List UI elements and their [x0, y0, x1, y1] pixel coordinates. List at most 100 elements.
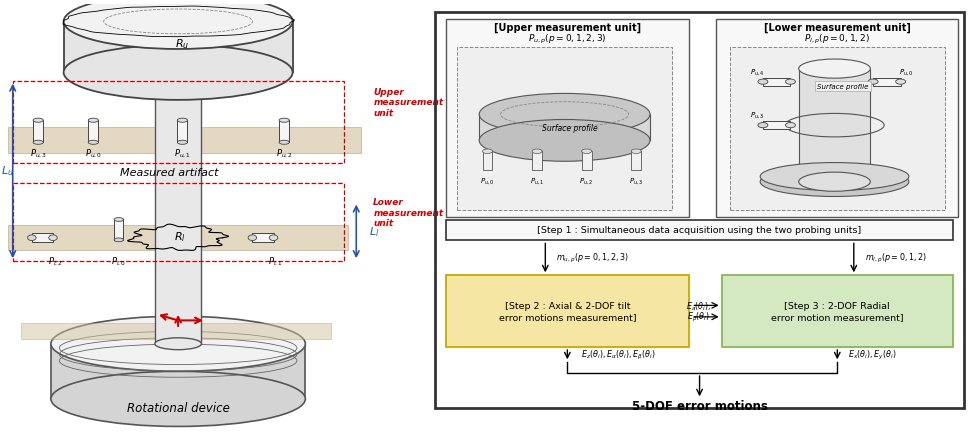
Ellipse shape	[758, 123, 768, 128]
Text: [Step 1 : Simultaneous data acquisition using the two probing units]: [Step 1 : Simultaneous data acquisition …	[537, 226, 862, 235]
Text: $R_u$: $R_u$	[176, 36, 189, 50]
Text: $L_u$: $L_u$	[1, 164, 14, 178]
Text: $R_l$: $R_l$	[175, 230, 186, 244]
Ellipse shape	[177, 119, 187, 123]
Text: [Step 2 : Axial & 2-DOF tilt
error motions measurement]: [Step 2 : Axial & 2-DOF tilt error motio…	[498, 302, 636, 321]
Ellipse shape	[758, 80, 768, 85]
Text: $P_{u,1}$: $P_{u,1}$	[174, 147, 191, 159]
Ellipse shape	[760, 168, 909, 197]
Bar	[279, 121, 290, 143]
Bar	[32, 234, 53, 242]
Ellipse shape	[88, 119, 98, 123]
FancyBboxPatch shape	[722, 276, 953, 347]
Ellipse shape	[49, 235, 58, 241]
Ellipse shape	[799, 60, 871, 79]
FancyBboxPatch shape	[447, 220, 953, 241]
Polygon shape	[480, 115, 650, 141]
Ellipse shape	[27, 235, 36, 241]
Text: $P_{l,2}$: $P_{l,2}$	[48, 255, 62, 267]
Ellipse shape	[63, 46, 292, 101]
Text: $P_{u,3}$: $P_{u,3}$	[750, 110, 764, 120]
Polygon shape	[9, 226, 348, 251]
Text: $m_{l,p}(p=0,1,2)$: $m_{l,p}(p=0,1,2)$	[865, 252, 926, 265]
Ellipse shape	[480, 94, 650, 136]
Text: Surface profile: Surface profile	[817, 84, 869, 90]
Text: [Lower measurement unit]: [Lower measurement unit]	[763, 23, 911, 33]
Ellipse shape	[582, 150, 592, 154]
Text: $L_l$: $L_l$	[369, 225, 379, 239]
Ellipse shape	[279, 119, 290, 123]
Text: $P_{u,p}(p=0,1,2,3)$: $P_{u,p}(p=0,1,2,3)$	[528, 33, 606, 46]
Ellipse shape	[799, 173, 871, 192]
Polygon shape	[155, 73, 202, 344]
Bar	[631, 152, 642, 170]
Text: $P_{u,3}$: $P_{u,3}$	[629, 175, 644, 185]
Text: $P_{u,0}$: $P_{u,0}$	[480, 175, 495, 185]
Text: $m_{u,p}(p=0,1,2,3)$: $m_{u,p}(p=0,1,2,3)$	[557, 252, 630, 265]
Text: Measured artifact: Measured artifact	[120, 168, 219, 178]
Text: $E_x(\theta_i), E_y(\theta_i)$: $E_x(\theta_i), E_y(\theta_i)$	[848, 349, 897, 362]
FancyBboxPatch shape	[730, 48, 945, 210]
Ellipse shape	[279, 141, 290, 145]
Ellipse shape	[786, 80, 796, 85]
Bar	[33, 121, 43, 143]
Bar	[532, 152, 542, 170]
Text: $P_{u,0}$: $P_{u,0}$	[85, 147, 101, 159]
Polygon shape	[63, 22, 292, 73]
Ellipse shape	[51, 372, 305, 427]
Text: $E_a(\theta_i),$: $E_a(\theta_i),$	[685, 299, 711, 312]
Text: $E_z(\theta_i), E_\alpha(\theta_i), E_\beta(\theta_i)$: $E_z(\theta_i), E_\alpha(\theta_i), E_\b…	[581, 349, 655, 362]
Text: $P_{u,2}$: $P_{u,2}$	[276, 147, 292, 159]
Text: [Upper measurement unit]: [Upper measurement unit]	[493, 23, 641, 33]
FancyBboxPatch shape	[716, 20, 958, 217]
Ellipse shape	[631, 150, 642, 154]
Polygon shape	[9, 128, 361, 154]
Ellipse shape	[114, 218, 124, 222]
Bar	[177, 121, 187, 143]
Polygon shape	[51, 344, 305, 399]
Polygon shape	[799, 69, 871, 182]
FancyBboxPatch shape	[447, 276, 688, 347]
Bar	[582, 152, 592, 170]
Ellipse shape	[155, 338, 202, 350]
Ellipse shape	[33, 119, 43, 123]
Text: Lower
measurement
unit: Lower measurement unit	[373, 198, 444, 228]
Text: $P_{u,3}$: $P_{u,3}$	[29, 147, 47, 159]
Text: Surface profile: Surface profile	[542, 124, 598, 132]
Ellipse shape	[480, 120, 650, 162]
Bar	[253, 234, 274, 242]
Ellipse shape	[248, 235, 256, 241]
Text: Rotational device: Rotational device	[127, 401, 229, 414]
Text: 5-DOF error motions: 5-DOF error motions	[632, 399, 767, 412]
Polygon shape	[21, 324, 331, 339]
Text: $P_{u,1}$: $P_{u,1}$	[529, 175, 544, 185]
Ellipse shape	[760, 163, 909, 191]
Ellipse shape	[155, 67, 202, 79]
Text: $E_\beta(\theta_i)$: $E_\beta(\theta_i)$	[687, 311, 710, 324]
Bar	[114, 220, 124, 240]
Ellipse shape	[114, 238, 124, 242]
Ellipse shape	[786, 123, 796, 128]
Text: $P_{u,2}$: $P_{u,2}$	[579, 175, 594, 185]
Bar	[762, 79, 791, 86]
Text: $P_{l,1}$: $P_{l,1}$	[268, 255, 283, 267]
Ellipse shape	[483, 150, 492, 154]
Text: Upper
measurement
unit: Upper measurement unit	[373, 88, 444, 118]
Text: $P_{u,0}$: $P_{u,0}$	[899, 67, 914, 76]
Ellipse shape	[177, 141, 187, 145]
Text: $P_{l,p}(p=0,1,2)$: $P_{l,p}(p=0,1,2)$	[804, 33, 871, 46]
Bar	[762, 122, 791, 130]
Ellipse shape	[868, 80, 878, 85]
Ellipse shape	[269, 235, 278, 241]
Ellipse shape	[63, 0, 292, 50]
Bar	[88, 121, 98, 143]
FancyBboxPatch shape	[447, 20, 688, 217]
Bar	[483, 152, 492, 170]
Ellipse shape	[51, 316, 305, 372]
Text: $P_{l,0}$: $P_{l,0}$	[111, 255, 126, 267]
Ellipse shape	[896, 80, 906, 85]
Ellipse shape	[532, 150, 542, 154]
FancyBboxPatch shape	[457, 48, 672, 210]
Bar	[873, 79, 901, 86]
Text: [Step 3 : 2-DOF Radial
error motion measurement]: [Step 3 : 2-DOF Radial error motion meas…	[771, 302, 904, 321]
